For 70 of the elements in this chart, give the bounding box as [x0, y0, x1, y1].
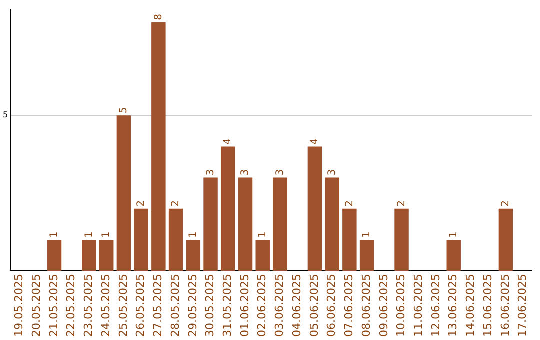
bar — [82, 240, 96, 272]
x-tick-label: 30.05.2025 — [204, 274, 217, 338]
data-label: 3 — [326, 169, 338, 176]
data-label: 1 — [188, 232, 199, 238]
x-tick-label: 04.06.2025 — [290, 274, 304, 338]
x-tick-label: 12.06.2025 — [429, 274, 442, 338]
data-label: 8 — [153, 14, 164, 20]
data-label: 3 — [240, 169, 252, 176]
x-tick-label: 02.06.2025 — [256, 274, 269, 338]
x-tick-label: 21.05.2025 — [47, 274, 60, 338]
bar — [168, 208, 184, 272]
bar — [47, 240, 62, 272]
x-tick-label: 06.06.2025 — [325, 274, 338, 338]
bar — [238, 178, 253, 272]
data-label: 3 — [205, 169, 216, 176]
bar — [360, 240, 374, 272]
data-label: 1 — [362, 232, 373, 238]
data-label: 5 — [118, 107, 130, 114]
data-label: 1 — [84, 232, 95, 238]
bar — [325, 178, 340, 272]
data-label: 2 — [396, 200, 408, 207]
x-tick-label: 27.05.2025 — [152, 274, 165, 338]
bar — [221, 146, 236, 272]
x-tick-label: 29.05.2025 — [186, 274, 200, 338]
x-tick-label: 25.05.2025 — [116, 274, 130, 338]
data-label: 1 — [101, 232, 112, 238]
x-tick-label: 20.05.2025 — [30, 274, 43, 338]
bar — [116, 116, 132, 272]
bar — [204, 178, 218, 272]
x-tick-label: 16.06.2025 — [498, 274, 512, 338]
x-tick-label: 23.05.2025 — [82, 274, 96, 338]
x-tick-label: 09.06.2025 — [377, 274, 390, 338]
bar — [394, 208, 409, 272]
bar — [498, 208, 514, 272]
data-label: 4 — [310, 138, 321, 145]
x-tick-label: 03.06.2025 — [273, 274, 286, 338]
x-tick-label: 07.06.2025 — [342, 274, 356, 338]
data-label: 1 — [257, 232, 268, 238]
data-label: 3 — [274, 169, 286, 176]
x-tick-label: 08.06.2025 — [360, 274, 373, 338]
bar — [152, 22, 166, 272]
bar — [342, 208, 357, 272]
data-label: 1 — [448, 232, 460, 238]
bar — [446, 240, 461, 272]
x-tick-label: 14.06.2025 — [464, 274, 478, 338]
x-tick-label: 22.05.2025 — [64, 274, 78, 338]
data-label: 2 — [170, 200, 182, 207]
bar — [256, 240, 270, 272]
x-tick-label: 17.06.2025 — [516, 274, 530, 338]
x-tick-label: 05.06.2025 — [308, 274, 321, 338]
bar — [99, 240, 114, 272]
x-tick-label: 10.06.2025 — [394, 274, 408, 338]
x-tick-label: 24.05.2025 — [99, 274, 112, 338]
x-tick-label: 31.05.2025 — [220, 274, 234, 338]
bar — [273, 178, 288, 272]
data-label: 2 — [136, 200, 147, 207]
bar — [308, 146, 322, 272]
data-label: 1 — [49, 232, 60, 238]
x-tick-label: 01.06.2025 — [238, 274, 252, 338]
x-tick-label: 26.05.2025 — [134, 274, 148, 338]
bar — [134, 208, 148, 272]
x-tick-label: 15.06.2025 — [481, 274, 494, 338]
data-label: 4 — [222, 138, 234, 145]
data-label: 2 — [344, 200, 356, 207]
bar — [186, 240, 201, 272]
x-tick-label: 19.05.2025 — [12, 274, 26, 338]
x-tick-label: 13.06.2025 — [446, 274, 460, 338]
x-tick-label: 11.06.2025 — [412, 274, 425, 338]
x-tick-label: 28.05.2025 — [168, 274, 182, 338]
data-label: 2 — [500, 200, 512, 207]
